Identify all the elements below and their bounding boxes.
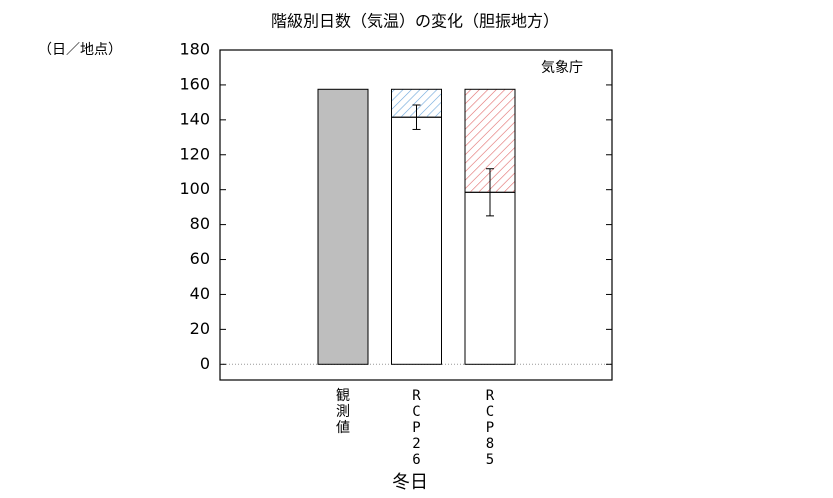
x-tick-label: RCP85	[485, 388, 495, 468]
chart-title: 階級別日数（気温）の変化（胆振地方）	[271, 12, 559, 31]
y-tick-label: 60	[190, 249, 210, 268]
y-tick-label: 80	[190, 214, 210, 233]
x-label: 冬日	[392, 472, 428, 493]
plot-frame	[219, 49, 613, 381]
error-bar	[412, 104, 421, 130]
bar	[464, 191, 516, 365]
y-tick-label: 20	[190, 319, 210, 338]
bar	[391, 116, 442, 365]
error-bar	[486, 168, 494, 217]
y-tick-label: 100	[179, 179, 210, 198]
y-unit: （日／地点）	[38, 42, 122, 58]
bar	[317, 88, 369, 365]
y-tick-label: 120	[179, 144, 210, 163]
y-tick-label: 140	[179, 109, 210, 128]
y-tick-label: 0	[200, 354, 210, 373]
y-tick-label: 40	[190, 284, 210, 303]
y-tick-label: 180	[179, 40, 210, 59]
x-tick-label: 観測値	[336, 388, 350, 436]
x-tick-label: RCP26	[412, 388, 421, 468]
source: 気象庁	[541, 60, 583, 76]
y-tick-label: 160	[179, 74, 210, 93]
